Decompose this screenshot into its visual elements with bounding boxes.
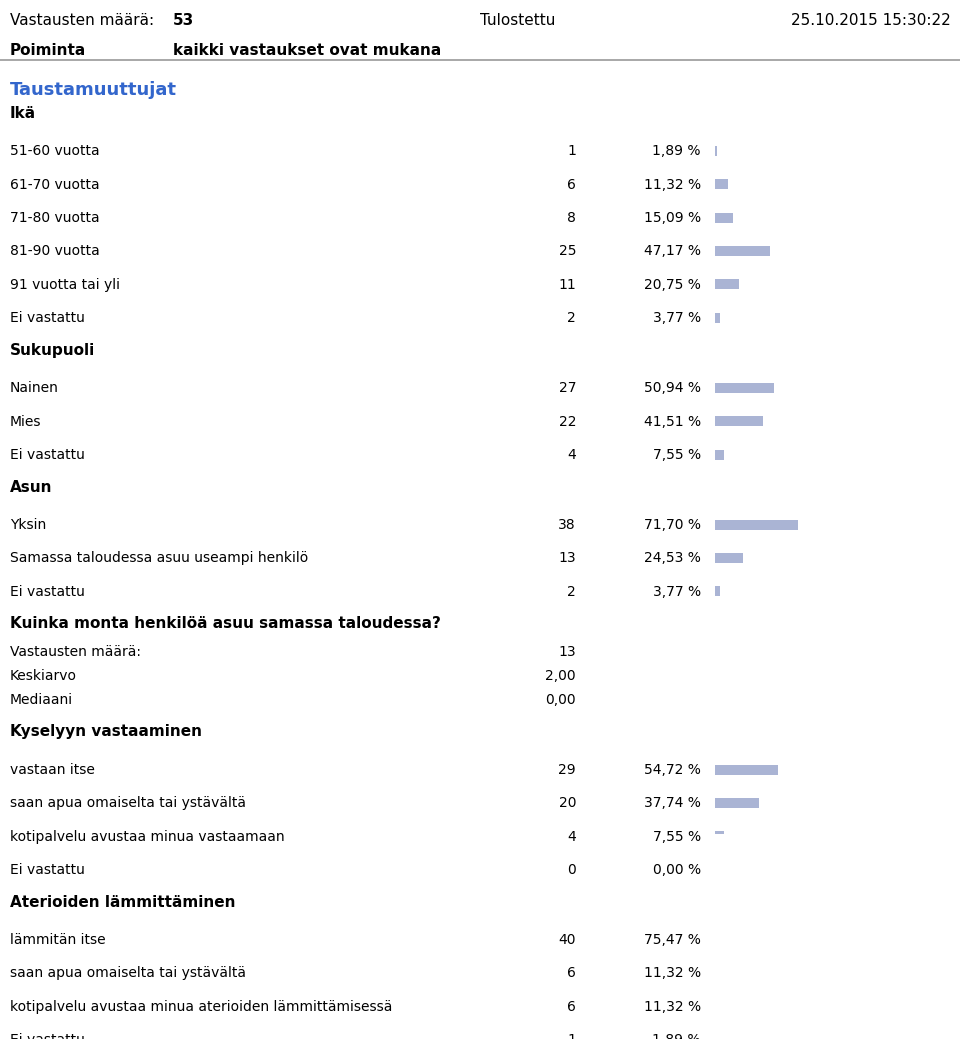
Text: Ikä: Ikä <box>10 106 36 121</box>
Text: kaikki vastaukset ovat mukana: kaikki vastaukset ovat mukana <box>173 44 441 58</box>
FancyBboxPatch shape <box>715 520 798 530</box>
Text: 7,55 %: 7,55 % <box>653 448 701 462</box>
Text: Poiminta: Poiminta <box>10 44 85 58</box>
Text: 13: 13 <box>559 645 576 660</box>
Text: 27: 27 <box>559 381 576 395</box>
FancyBboxPatch shape <box>715 450 724 459</box>
FancyBboxPatch shape <box>715 968 729 978</box>
Text: Tulostettu: Tulostettu <box>480 12 556 27</box>
FancyBboxPatch shape <box>715 246 770 256</box>
Text: Ei vastattu: Ei vastattu <box>10 863 84 877</box>
FancyBboxPatch shape <box>715 146 717 156</box>
Text: 13: 13 <box>559 552 576 565</box>
Text: 11: 11 <box>559 277 576 292</box>
Text: 47,17 %: 47,17 % <box>644 244 701 259</box>
FancyBboxPatch shape <box>715 831 724 842</box>
Text: 37,74 %: 37,74 % <box>644 796 701 810</box>
Text: Ei vastattu: Ei vastattu <box>10 1033 84 1039</box>
Text: Kuinka monta henkilöä asuu samassa taloudessa?: Kuinka monta henkilöä asuu samassa talou… <box>10 616 441 632</box>
Text: 1,89 %: 1,89 % <box>652 144 701 158</box>
Text: Taustamuuttujat: Taustamuuttujat <box>10 81 177 99</box>
Text: 4: 4 <box>567 448 576 462</box>
FancyBboxPatch shape <box>715 553 743 563</box>
Text: 6: 6 <box>567 966 576 981</box>
Text: Nainen: Nainen <box>10 381 59 395</box>
FancyBboxPatch shape <box>715 213 732 222</box>
FancyBboxPatch shape <box>715 313 720 323</box>
Text: 29: 29 <box>559 763 576 777</box>
Text: 11,32 %: 11,32 % <box>643 1000 701 1014</box>
Text: 53: 53 <box>173 12 194 27</box>
Text: saan apua omaiselta tai ystävältä: saan apua omaiselta tai ystävältä <box>10 796 246 810</box>
Text: 71-80 vuotta: 71-80 vuotta <box>10 211 99 225</box>
Text: Mies: Mies <box>10 415 41 429</box>
Text: 1: 1 <box>567 1033 576 1039</box>
Text: saan apua omaiselta tai ystävältä: saan apua omaiselta tai ystävältä <box>10 966 246 981</box>
Text: Ei vastattu: Ei vastattu <box>10 448 84 462</box>
Text: 20: 20 <box>559 796 576 810</box>
Text: 15,09 %: 15,09 % <box>643 211 701 225</box>
Text: 0: 0 <box>567 863 576 877</box>
Text: 54,72 %: 54,72 % <box>644 763 701 777</box>
Text: 41,51 %: 41,51 % <box>643 415 701 429</box>
Text: lämmitän itse: lämmitän itse <box>10 933 106 947</box>
Text: 11,32 %: 11,32 % <box>643 966 701 981</box>
Text: 4: 4 <box>567 829 576 844</box>
Text: 81-90 vuotta: 81-90 vuotta <box>10 244 99 259</box>
Text: 11,32 %: 11,32 % <box>643 178 701 191</box>
FancyBboxPatch shape <box>715 935 803 944</box>
Text: Ei vastattu: Ei vastattu <box>10 311 84 325</box>
Text: 75,47 %: 75,47 % <box>644 933 701 947</box>
Text: 24,53 %: 24,53 % <box>644 552 701 565</box>
Text: kotipalvelu avustaa minua vastaamaan: kotipalvelu avustaa minua vastaamaan <box>10 829 284 844</box>
FancyBboxPatch shape <box>715 1002 729 1011</box>
Text: Sukupuoli: Sukupuoli <box>10 343 95 357</box>
Text: 3,77 %: 3,77 % <box>653 311 701 325</box>
FancyBboxPatch shape <box>715 586 720 596</box>
Text: 25.10.2015 15:30:22: 25.10.2015 15:30:22 <box>791 12 950 27</box>
Text: 2,00: 2,00 <box>545 669 576 683</box>
Text: 6: 6 <box>567 1000 576 1014</box>
Text: Keskiarvo: Keskiarvo <box>10 669 77 683</box>
Text: 22: 22 <box>559 415 576 429</box>
Text: 0,00: 0,00 <box>545 693 576 707</box>
Text: Ei vastattu: Ei vastattu <box>10 585 84 598</box>
Text: kotipalvelu avustaa minua aterioiden lämmittämisessä: kotipalvelu avustaa minua aterioiden läm… <box>10 1000 392 1014</box>
Text: 38: 38 <box>559 518 576 532</box>
Text: 25: 25 <box>559 244 576 259</box>
Text: 1: 1 <box>567 144 576 158</box>
Text: 8: 8 <box>567 211 576 225</box>
Text: 7,55 %: 7,55 % <box>653 829 701 844</box>
FancyBboxPatch shape <box>715 417 763 426</box>
Text: 71,70 %: 71,70 % <box>644 518 701 532</box>
Text: 2: 2 <box>567 585 576 598</box>
Text: 91 vuotta tai yli: 91 vuotta tai yli <box>10 277 120 292</box>
FancyBboxPatch shape <box>715 279 739 290</box>
Text: vastaan itse: vastaan itse <box>10 763 94 777</box>
Text: Aterioiden lämmittäminen: Aterioiden lämmittäminen <box>10 895 235 910</box>
Text: Vastausten määrä:: Vastausten määrä: <box>10 645 140 660</box>
Text: 2: 2 <box>567 311 576 325</box>
Text: 6: 6 <box>567 178 576 191</box>
Text: Samassa taloudessa asuu useampi henkilö: Samassa taloudessa asuu useampi henkilö <box>10 552 308 565</box>
Text: Asun: Asun <box>10 480 52 495</box>
FancyBboxPatch shape <box>715 798 758 808</box>
Text: Mediaani: Mediaani <box>10 693 73 707</box>
Text: 40: 40 <box>559 933 576 947</box>
Text: Vastausten määrä:: Vastausten määrä: <box>10 12 154 27</box>
Text: 61-70 vuotta: 61-70 vuotta <box>10 178 99 191</box>
Text: 3,77 %: 3,77 % <box>653 585 701 598</box>
Text: 51-60 vuotta: 51-60 vuotta <box>10 144 99 158</box>
Text: 1,89 %: 1,89 % <box>652 1033 701 1039</box>
FancyBboxPatch shape <box>715 180 729 189</box>
Text: Kyselyyn vastaaminen: Kyselyyn vastaaminen <box>10 724 202 740</box>
Text: 20,75 %: 20,75 % <box>644 277 701 292</box>
FancyBboxPatch shape <box>715 383 774 393</box>
Text: 0,00 %: 0,00 % <box>653 863 701 877</box>
Text: Yksin: Yksin <box>10 518 46 532</box>
Text: 50,94 %: 50,94 % <box>644 381 701 395</box>
FancyBboxPatch shape <box>715 1035 717 1039</box>
FancyBboxPatch shape <box>715 765 779 774</box>
